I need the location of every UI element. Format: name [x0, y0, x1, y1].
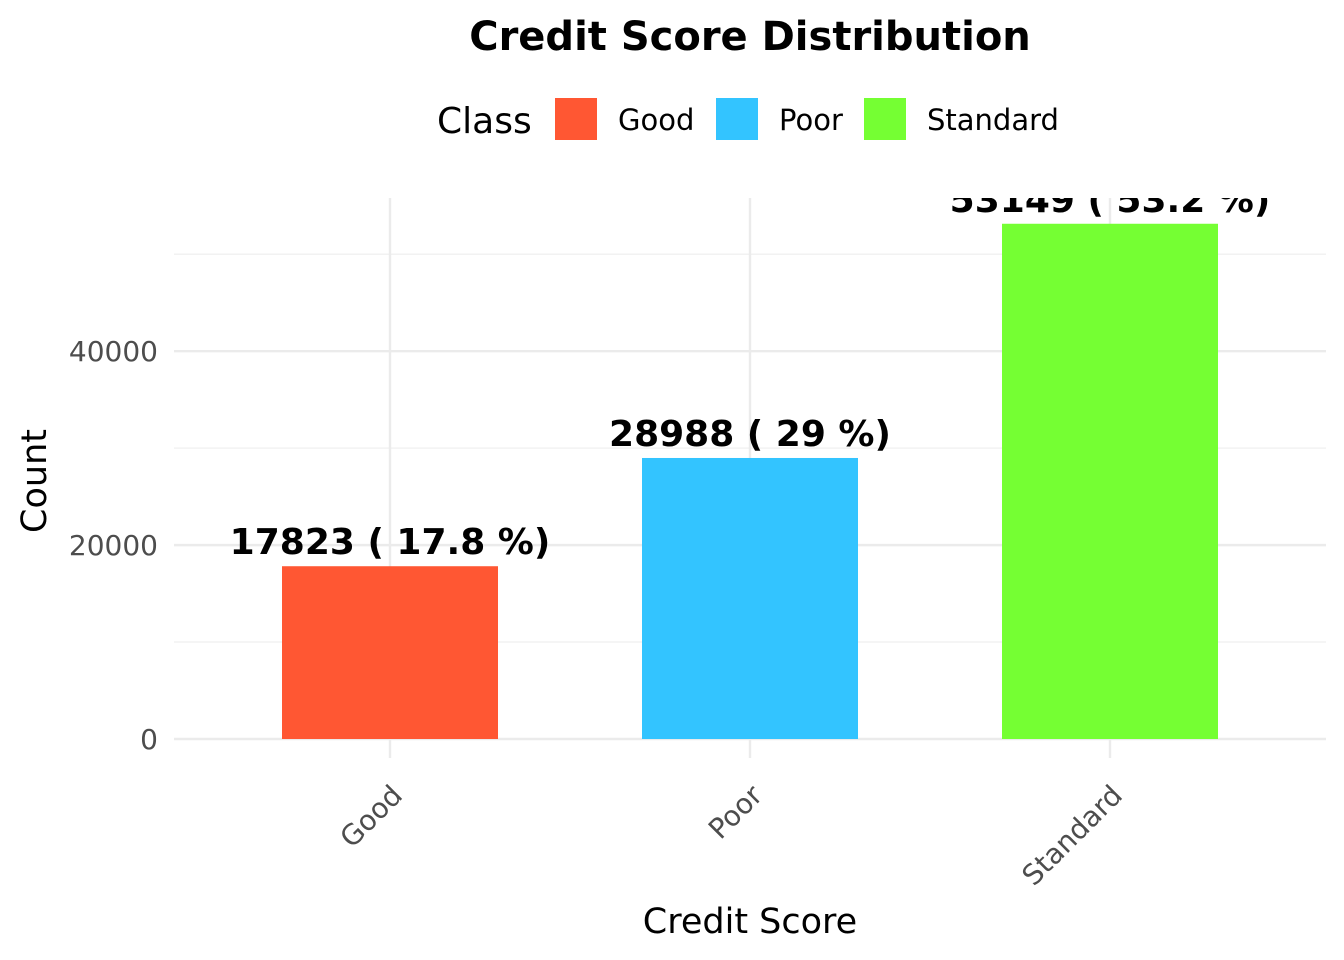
x-tick-label: Good [333, 779, 408, 854]
bar-data-label: 28988 ( 29 %) [609, 414, 891, 455]
bar [1002, 223, 1218, 739]
bar [642, 457, 858, 739]
legend-label: Poor [779, 103, 843, 137]
bar [282, 566, 498, 739]
bar-data-label: 53149 ( 53.2 %) [950, 180, 1271, 221]
legend-key [864, 98, 906, 140]
y-axis-title: Count [15, 429, 55, 533]
legend-label: Standard [927, 103, 1059, 137]
x-tick-label: Poor [702, 778, 769, 845]
legend-title: Class [437, 101, 532, 142]
y-tick-label: 0 [140, 723, 158, 756]
bar-data-label: 17823 ( 17.8 %) [230, 522, 551, 563]
x-tick-label: Standard [1016, 779, 1129, 892]
legend: Class Good Poor Standard [437, 98, 1059, 142]
y-tick-label: 20000 [69, 529, 158, 562]
bar-labels: 17823 ( 17.8 %) 28988 ( 29 %) 53149 ( 53.2… [230, 180, 1271, 563]
legend-key [716, 98, 758, 140]
x-axis-ticks: Good Poor Standard [333, 778, 1128, 892]
y-tick-label: 40000 [69, 335, 158, 368]
bars [282, 223, 1218, 739]
x-axis-title: Credit Score [643, 902, 857, 942]
legend-key [555, 98, 597, 140]
y-axis-ticks: 0 20000 40000 [69, 335, 158, 756]
legend-label: Good [618, 103, 694, 137]
chart-title: Credit Score Distribution [469, 14, 1031, 60]
